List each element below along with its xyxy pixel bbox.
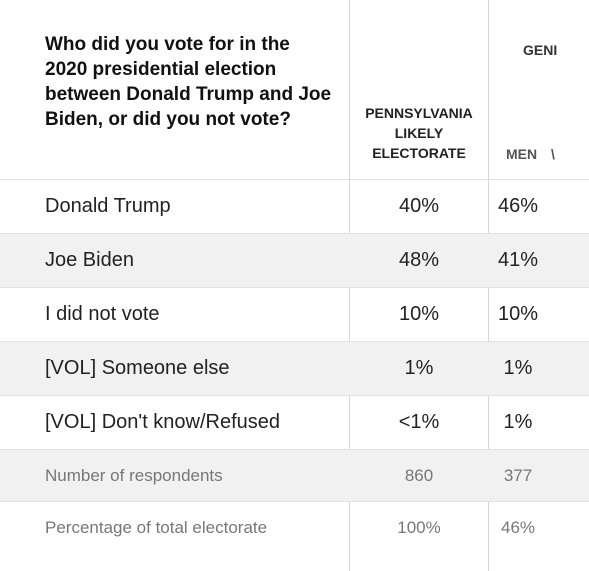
men-value: 377 (503, 466, 533, 485)
pa-value: 48% (398, 249, 440, 271)
row-label: Number of respondents (45, 466, 223, 485)
results-table-body: Donald Trump 40% 46% Joe Biden 48% 41% I… (0, 179, 589, 553)
men-value: 10% (497, 303, 539, 325)
row-label: Percentage of total electorate (45, 518, 268, 537)
table-question-heading: Who did you vote for in the 2020 preside… (45, 34, 332, 130)
column-group-header-gender: GENI (523, 42, 558, 58)
pa-value: 1% (404, 357, 434, 379)
men-value: 46% (500, 518, 536, 537)
row-label: Donald Trump (45, 195, 171, 217)
pa-value: <1% (398, 411, 440, 433)
column-header-women-partial: \ (551, 146, 555, 162)
row-label: [VOL] Don't know/Refused (45, 411, 281, 433)
table-row: Donald Trump 40% 46% (0, 179, 589, 233)
row-label: Joe Biden (45, 249, 134, 271)
table-row-electorate-share: Percentage of total electorate 100% 46% (0, 501, 589, 553)
pa-value: 10% (398, 303, 440, 325)
table-row: [VOL] Someone else 1% 1% (0, 341, 589, 395)
column-header-men: MEN (506, 146, 538, 162)
pa-value: 40% (398, 195, 440, 217)
table-row-respondents: Number of respondents 860 377 (0, 449, 589, 501)
row-label: [VOL] Someone else (45, 357, 230, 379)
men-value: 1% (503, 357, 533, 379)
table-row: [VOL] Don't know/Refused <1% 1% (0, 395, 589, 449)
men-value: 41% (497, 249, 539, 271)
men-value: 1% (503, 411, 533, 433)
table-row: Joe Biden 48% 41% (0, 233, 589, 287)
men-value: 46% (497, 195, 539, 217)
column-header-pennsylvania: PENNSYLVANIA LIKELY ELECTORATE (365, 105, 473, 161)
table-row: I did not vote 10% 10% (0, 287, 589, 341)
row-label: I did not vote (45, 303, 160, 325)
pa-value: 860 (404, 466, 434, 485)
pa-value: 100% (397, 518, 441, 537)
